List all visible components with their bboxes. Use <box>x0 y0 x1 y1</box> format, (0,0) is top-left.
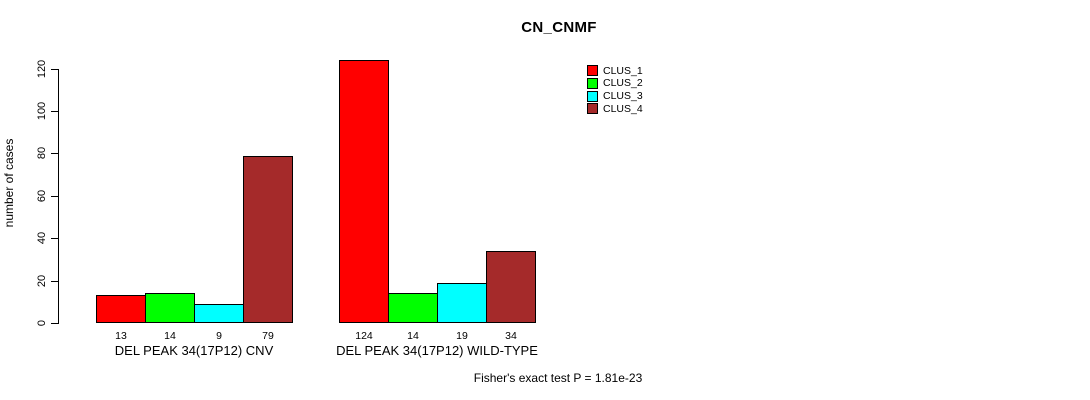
bar-value-label: 13 <box>115 330 127 342</box>
bar-CLUS_2 <box>388 293 438 323</box>
y-tick <box>51 281 58 282</box>
bar-CLUS_3 <box>437 283 487 323</box>
legend-label: CLUS_2 <box>603 77 643 90</box>
bar-value-label: 34 <box>505 330 517 342</box>
bar-value-label: 14 <box>407 330 419 342</box>
bar-value-label: 79 <box>262 330 274 342</box>
bar-value-label: 19 <box>456 330 468 342</box>
stat-annotation: Fisher's exact test P = 1.81e-23 <box>473 371 643 385</box>
legend-swatch <box>587 77 598 89</box>
group-label: DEL PEAK 34(17P12) WILD-TYPE <box>336 343 538 358</box>
y-tick-label: 120 <box>36 59 48 79</box>
y-tick <box>51 323 58 324</box>
bar-value-label: 9 <box>216 330 222 342</box>
y-axis-line <box>58 69 59 324</box>
y-tick <box>51 111 58 112</box>
legend-swatch <box>587 90 598 102</box>
y-tick <box>51 196 58 197</box>
y-tick-label: 20 <box>36 274 48 288</box>
bar-CLUS_4 <box>243 156 293 323</box>
legend-swatch <box>587 65 598 76</box>
group-label: DEL PEAK 34(17P12) CNV <box>114 343 274 358</box>
legend-label: CLUS_1 <box>603 64 643 77</box>
y-tick-label: 40 <box>36 231 48 245</box>
legend-label: CLUS_3 <box>603 90 643 103</box>
bar-CLUS_1 <box>96 295 146 323</box>
chart-title: CN_CNMF <box>521 19 597 36</box>
legend-swatch <box>587 103 598 115</box>
y-tick-label: 60 <box>36 189 48 203</box>
y-tick-label: 80 <box>36 146 48 160</box>
y-tick <box>51 238 58 239</box>
bar-value-label: 124 <box>355 330 373 342</box>
y-tick-label: 100 <box>36 101 48 121</box>
bar-CLUS_2 <box>145 293 195 323</box>
y-tick <box>51 153 58 154</box>
bar-CLUS_1 <box>339 60 389 323</box>
bar-CLUS_3 <box>194 304 244 323</box>
y-tick <box>51 69 58 70</box>
y-tick-label: 0 <box>36 319 48 327</box>
bar-value-label: 14 <box>164 330 176 342</box>
legend-label: CLUS_4 <box>603 102 643 115</box>
bar-CLUS_4 <box>486 251 536 323</box>
